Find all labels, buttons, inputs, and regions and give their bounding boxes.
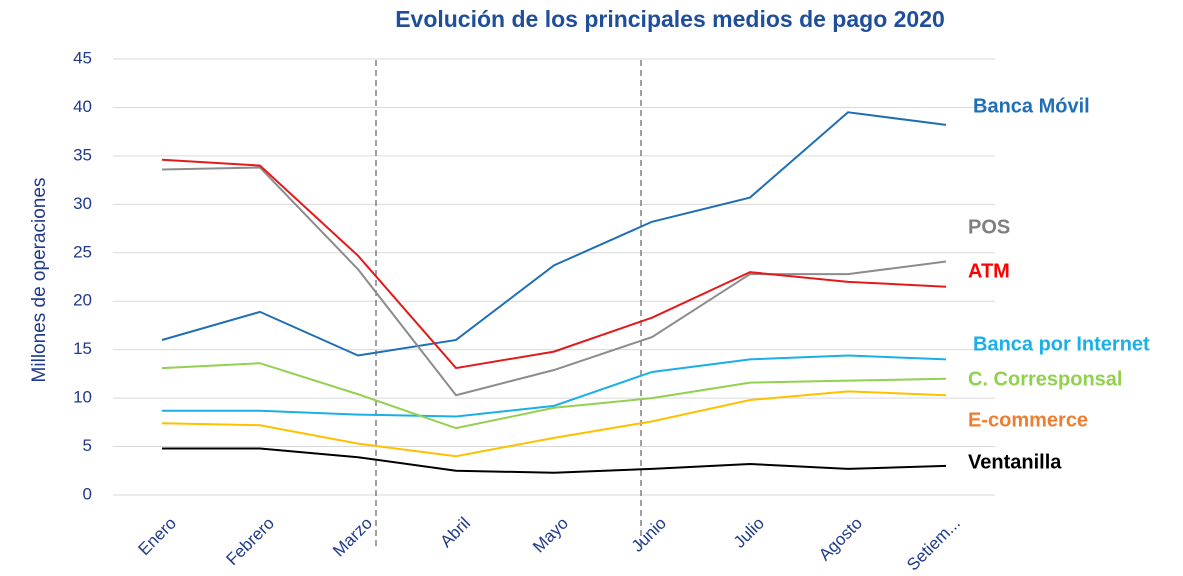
chart-title: Evolución de los principales medios de p… [395, 6, 945, 32]
x-tick-label: Agosto [815, 514, 866, 565]
series-line [161, 111, 947, 357]
y-tick-label: 35 [73, 145, 92, 164]
x-tick-label: Setiem... [903, 514, 964, 575]
series-line [162, 354, 947, 418]
y-tick-label: 20 [73, 291, 92, 310]
series-label: ATM [968, 260, 1010, 282]
series-label: Banca por Internet [973, 333, 1150, 355]
y-axis-label: Millones de operaciones [29, 178, 50, 383]
x-tick-label: Julio [730, 514, 768, 552]
series-line [161, 158, 947, 370]
series-line [161, 362, 947, 430]
y-tick-label: 30 [73, 194, 92, 213]
y-tick-label: 25 [73, 242, 92, 261]
series-label: E-commerce [968, 409, 1088, 431]
y-tick-label: 10 [73, 388, 92, 407]
y-tick-label: 45 [73, 48, 92, 67]
series-line [162, 447, 947, 474]
y-tick-label: 15 [73, 339, 92, 358]
x-tick-label: Marzo [329, 514, 376, 561]
series-label: Banca Móvil [973, 95, 1090, 117]
x-tick-label: Febrero [222, 514, 278, 570]
series-label: Ventanilla [968, 451, 1062, 473]
y-tick-label: 5 [83, 436, 92, 455]
series-label: POS [968, 216, 1010, 238]
series-line [161, 390, 947, 458]
series-line [161, 166, 947, 397]
x-tick-label: Junio [628, 514, 670, 556]
x-tick-label: Abril [437, 514, 474, 551]
x-tick-label: Mayo [529, 514, 572, 557]
y-tick-label: 40 [73, 97, 92, 116]
y-tick-label: 0 [83, 484, 92, 503]
x-tick-label: Enero [134, 514, 180, 560]
series-label: C. Corresponsal [968, 368, 1122, 390]
